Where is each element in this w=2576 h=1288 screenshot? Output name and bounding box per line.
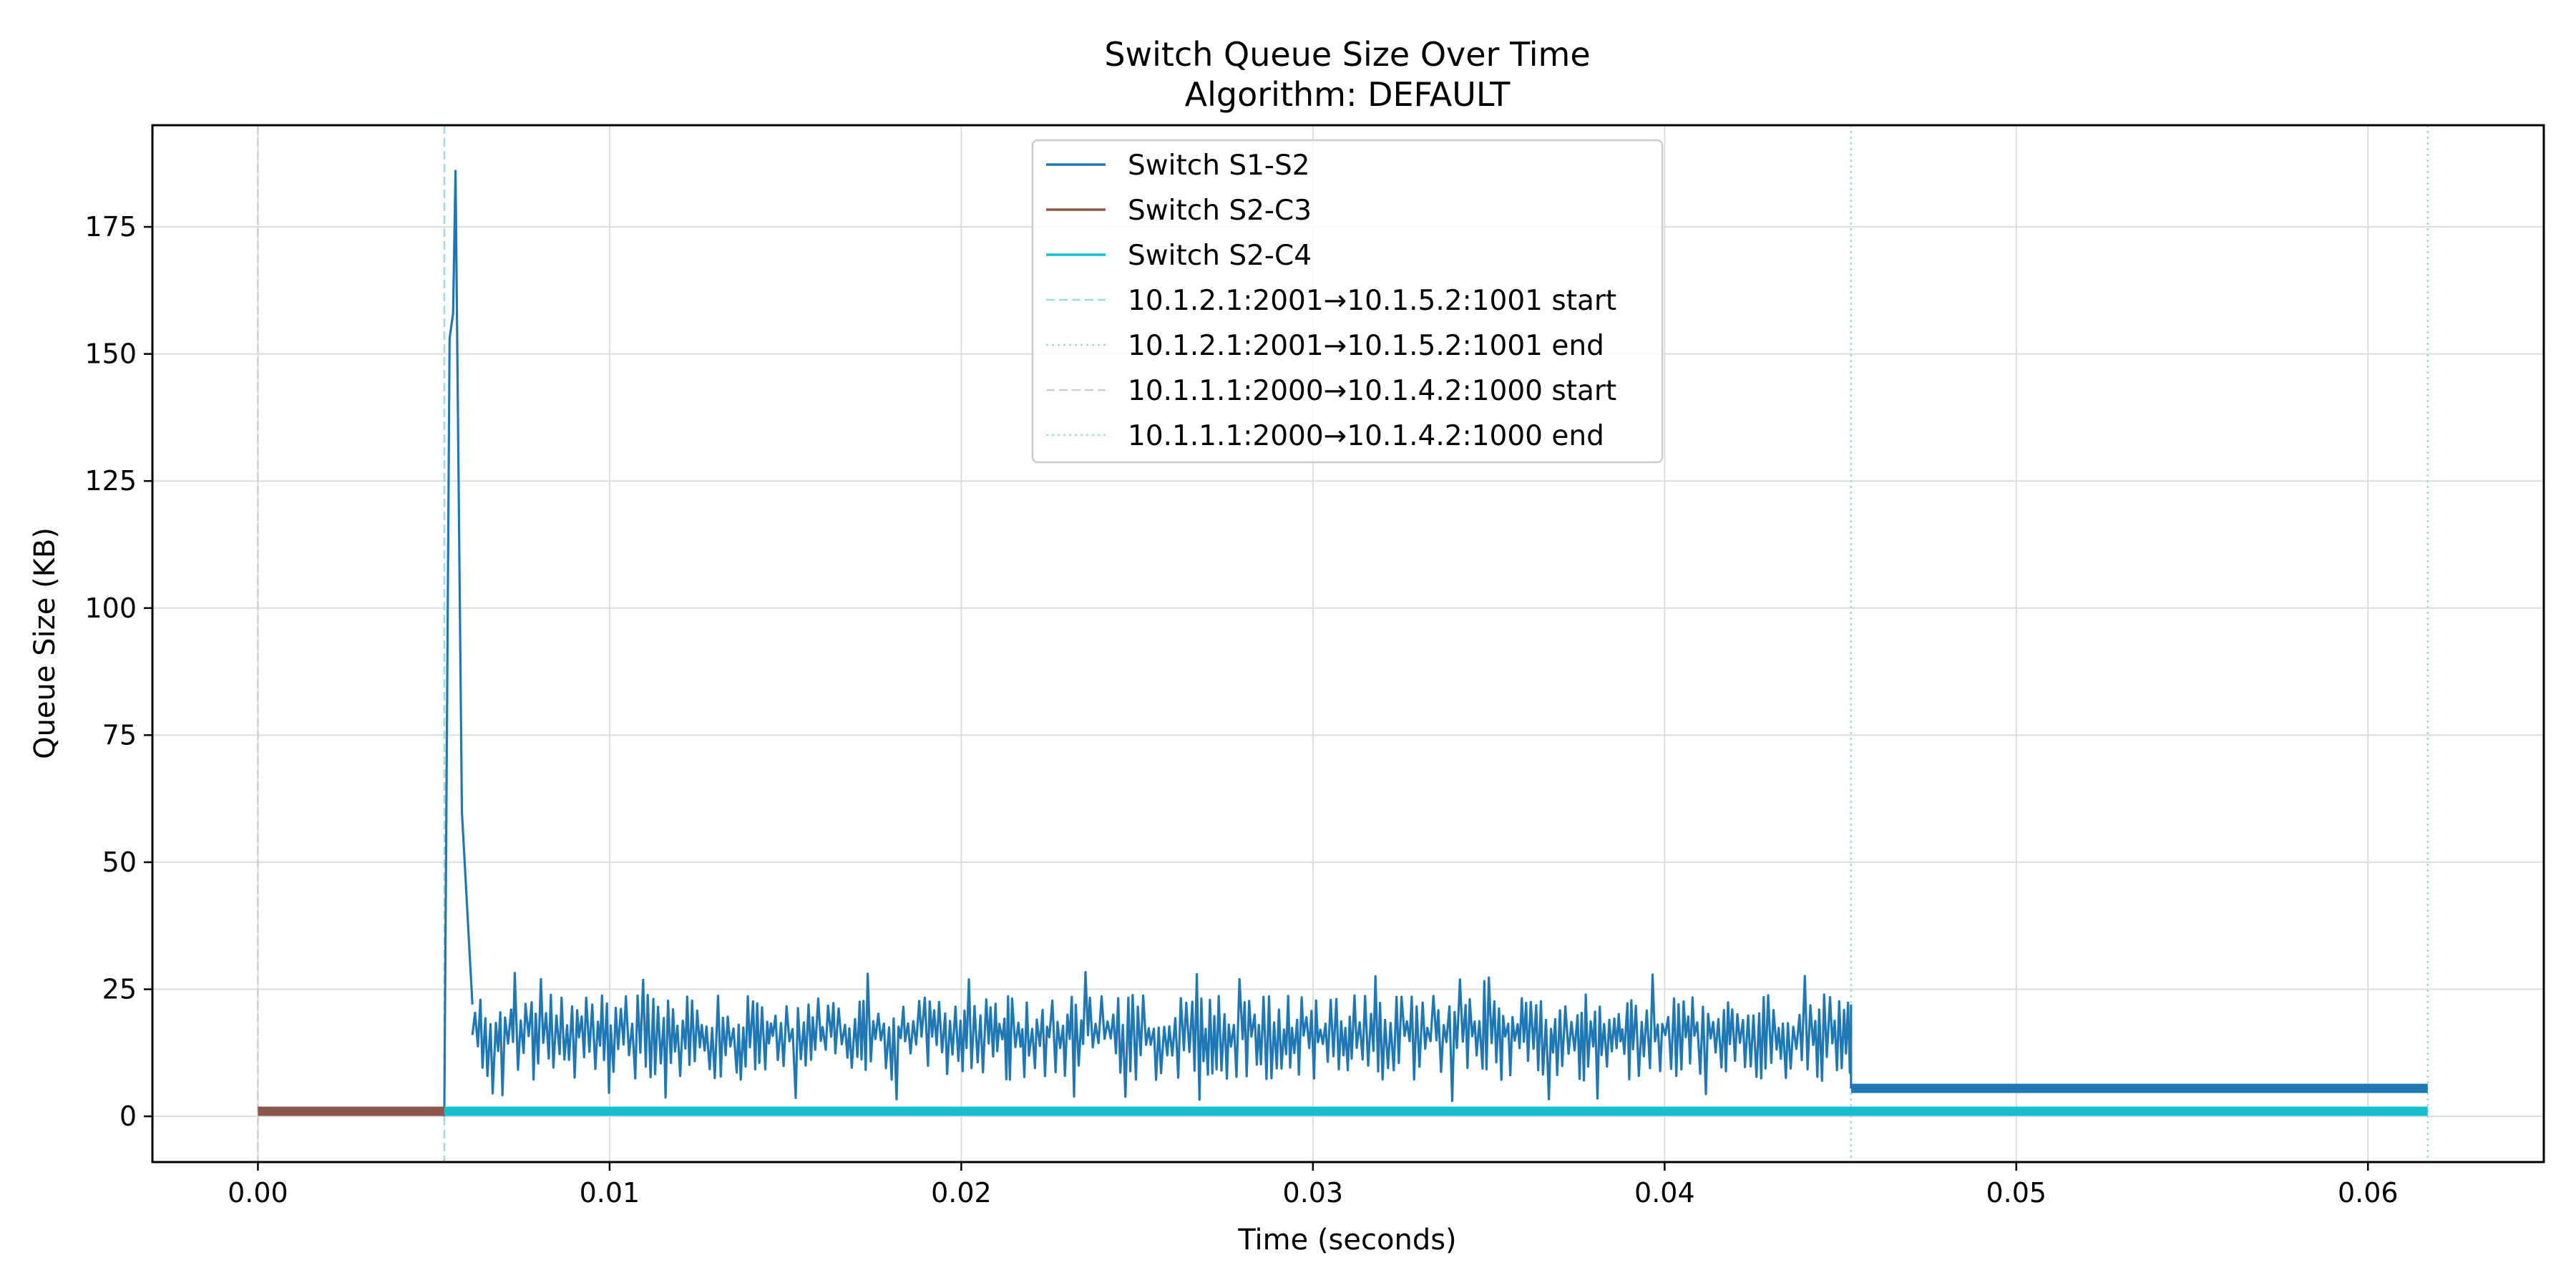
- legend-label: 10.1.2.1:2001→10.1.5.2:1001 start: [1128, 285, 1616, 317]
- y-tick-label: 25: [102, 974, 137, 1005]
- x-tick-label: 0.06: [2338, 1177, 2399, 1209]
- series-line: [471, 971, 1853, 1103]
- y-tick-label: 0: [119, 1101, 137, 1132]
- y-axis-label: Queue Size (KB): [29, 527, 62, 759]
- legend-label: 10.1.2.1:2001→10.1.5.2:1001 end: [1128, 330, 1604, 362]
- x-tick-label: 0.05: [1986, 1177, 2046, 1209]
- y-tick-label: 100: [84, 592, 137, 624]
- x-tick-label: 0.03: [1283, 1177, 1344, 1209]
- y-tick-label: 175: [84, 211, 137, 243]
- axis-ticks: 0.00 0.01 0.02 0.03 0.04 0.05 0.06 0 25 50 75 100 12…: [84, 211, 2398, 1209]
- legend-label: Switch S1-S2: [1128, 150, 1310, 182]
- series-line: [443, 170, 474, 1117]
- x-tick-label: 0.02: [931, 1177, 992, 1209]
- legend-box: [1031, 139, 1664, 464]
- y-tick-label: 50: [102, 847, 137, 878]
- legend: Switch S1-S2 Switch S2-C3 Switch S2-C4 10.1…: [1031, 139, 1664, 464]
- x-tick-label: 0.01: [580, 1177, 640, 1209]
- y-tick-label: 75: [102, 719, 137, 751]
- legend-label: 10.1.1.1:2000→10.1.4.2:1000 end: [1128, 420, 1604, 452]
- legend-label: Switch S2-C4: [1128, 240, 1312, 272]
- x-tick-label: 0.00: [228, 1177, 288, 1209]
- y-tick-label: 150: [84, 338, 137, 370]
- series-lines: [258, 170, 2428, 1117]
- chart-subtitle: Algorithm: DEFAULT: [1185, 75, 1511, 114]
- legend-label: 10.1.1.1:2000→10.1.4.2:1000 start: [1128, 375, 1616, 407]
- x-axis-label: Time (seconds): [1237, 1224, 1456, 1257]
- y-tick-label: 125: [84, 465, 137, 497]
- x-tick-label: 0.04: [1634, 1177, 1695, 1209]
- chart-title: Switch Queue Size Over Time: [1104, 35, 1590, 74]
- plot-frame: [151, 124, 2545, 1163]
- legend-label: Switch S2-C3: [1128, 195, 1312, 227]
